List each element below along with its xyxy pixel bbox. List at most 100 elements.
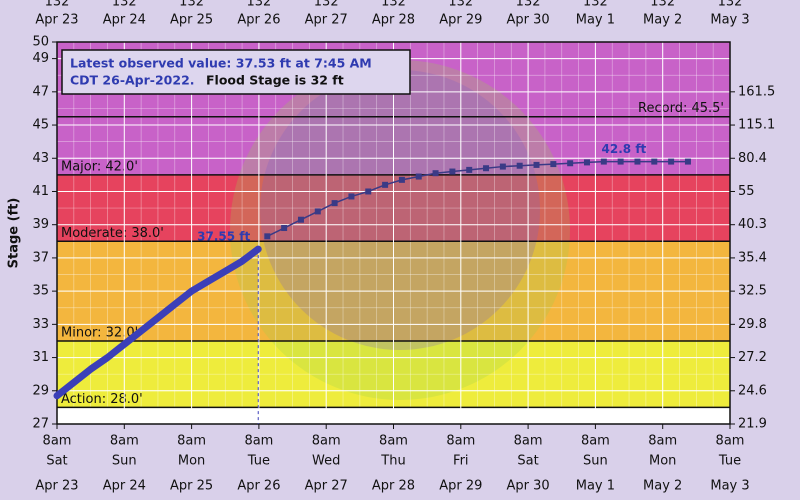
top-tick-date: May 1: [576, 13, 615, 28]
x-tick-day: Thu: [380, 454, 405, 469]
x-tick-time: 8am: [312, 434, 341, 449]
x-tick-time: 8am: [110, 434, 139, 449]
watermark: [230, 60, 570, 400]
y2-tick-label: 27.2: [738, 350, 767, 365]
y-tick-label: 27: [32, 417, 49, 432]
x-tick-day: Sun: [112, 454, 137, 469]
y-tick-label: 37: [32, 250, 49, 265]
annotation-text: CDT 26-Apr-2022.: [70, 73, 195, 88]
top-tick-time: 132: [448, 0, 473, 10]
top-tick-time: 132: [246, 0, 271, 10]
forecast-point: [348, 193, 355, 200]
annotation-text: Latest observed value: 37.53 ft at 7:45 …: [70, 56, 372, 71]
y-tick-label: 41: [32, 184, 49, 199]
forecast-point: [583, 159, 590, 166]
forecast-point: [634, 158, 641, 165]
threshold-label: Record: 45.5': [638, 101, 724, 116]
y2-tick-label: 40.3: [738, 217, 767, 232]
top-tick-time: 132: [45, 0, 70, 10]
top-tick-time: 132: [516, 0, 541, 10]
x-tick-date: Apr 25: [170, 479, 213, 494]
x-tick-time: 8am: [43, 434, 72, 449]
x-tick-time: 8am: [379, 434, 408, 449]
x-tick-date: Apr 27: [305, 479, 348, 494]
plot-area: Action: 28.0' Minor: 32.0' Moderate: 38.0'…: [53, 41, 731, 425]
x-tick-day: Tue: [718, 454, 741, 469]
top-tick-time: 132: [381, 0, 406, 10]
y2-tick-label: 29.8: [738, 317, 767, 332]
forecast-point: [483, 165, 490, 172]
x-tick-day: Fri: [453, 454, 469, 469]
y-tick-label: 33: [32, 317, 49, 332]
forecast-point: [281, 225, 288, 232]
forecast-point: [449, 168, 456, 175]
x-tick-time: 8am: [716, 434, 745, 449]
top-tick-time: 132: [583, 0, 608, 10]
y2-tick-label: 161.5: [738, 84, 775, 99]
threshold-label: Action: 28.0': [61, 392, 143, 407]
x-tick-date: Apr 28: [372, 479, 415, 494]
x-tick-date: May 2: [643, 479, 682, 494]
point-label: 42.8 ft: [602, 142, 647, 156]
forecast-point: [516, 162, 523, 169]
forecast-point: [365, 188, 372, 195]
forecast-point: [297, 216, 304, 223]
forecast-point: [617, 158, 624, 165]
y-tick-label: 45: [32, 118, 49, 133]
x-tick-day: Mon: [649, 454, 676, 469]
x-tick-time: 8am: [177, 434, 206, 449]
x-tick-day: Sun: [583, 454, 608, 469]
y2-tick-label: 24.6: [738, 383, 767, 398]
x-tick-day: Wed: [312, 454, 340, 469]
point-label: 37.55 ft: [197, 230, 250, 244]
x-tick-day: Sat: [46, 454, 67, 469]
top-tick-date: Apr 26: [237, 13, 280, 28]
observed-line: [53, 245, 262, 400]
top-tick-date: Apr 28: [372, 13, 415, 28]
x-tick-time: 8am: [581, 434, 610, 449]
y2-tick-label: 115.1: [738, 118, 775, 133]
y2-tick-label: 55: [738, 184, 755, 199]
top-tick-date: Apr 27: [305, 13, 348, 28]
forecast-point: [314, 208, 321, 215]
forecast-point: [382, 181, 389, 188]
x-tick-date: May 3: [710, 479, 749, 494]
top-tick-date: May 3: [710, 13, 749, 28]
forecast-point: [668, 158, 675, 165]
top-tick-date: Apr 23: [35, 13, 78, 28]
y-tick-label: 47: [32, 84, 49, 99]
forecast-point: [651, 158, 658, 165]
x-tick-time: 8am: [648, 434, 677, 449]
x-tick-time: 8am: [514, 434, 543, 449]
annotation-text: Flood Stage is 32 ft: [206, 73, 344, 88]
forecast-point: [331, 200, 338, 207]
y-tick-label: 31: [32, 350, 49, 365]
top-tick-time: 132: [718, 0, 743, 10]
y-tick-label: 43: [32, 151, 49, 166]
threshold-label: Major: 42.0': [61, 159, 138, 174]
top-tick-date: Apr 25: [170, 13, 213, 28]
forecast-point: [432, 170, 439, 177]
x-tick-date: Apr 24: [103, 479, 146, 494]
x-tick-date: Apr 26: [237, 479, 280, 494]
top-tick-time: 132: [650, 0, 675, 10]
forecast-point: [415, 173, 422, 180]
x-tick-date: Apr 29: [439, 479, 482, 494]
top-tick-time: 132: [179, 0, 204, 10]
forecast-point: [264, 233, 271, 240]
forecast-point: [567, 160, 574, 167]
y2-tick-label: 21.9: [738, 417, 767, 432]
x-tick-day: Sat: [517, 454, 538, 469]
y2-tick-label: 32.5: [738, 284, 767, 299]
top-tick-date: Apr 29: [439, 13, 482, 28]
x-tick-day: Tue: [247, 454, 270, 469]
x-tick-date: Apr 30: [507, 479, 550, 494]
forecast-point: [684, 158, 691, 165]
forecast-point: [550, 161, 557, 168]
x-tick-time: 8am: [446, 434, 475, 449]
y-axis-title: Stage (ft): [7, 198, 22, 269]
x-tick-day: Mon: [178, 454, 205, 469]
top-tick-time: 132: [314, 0, 339, 10]
